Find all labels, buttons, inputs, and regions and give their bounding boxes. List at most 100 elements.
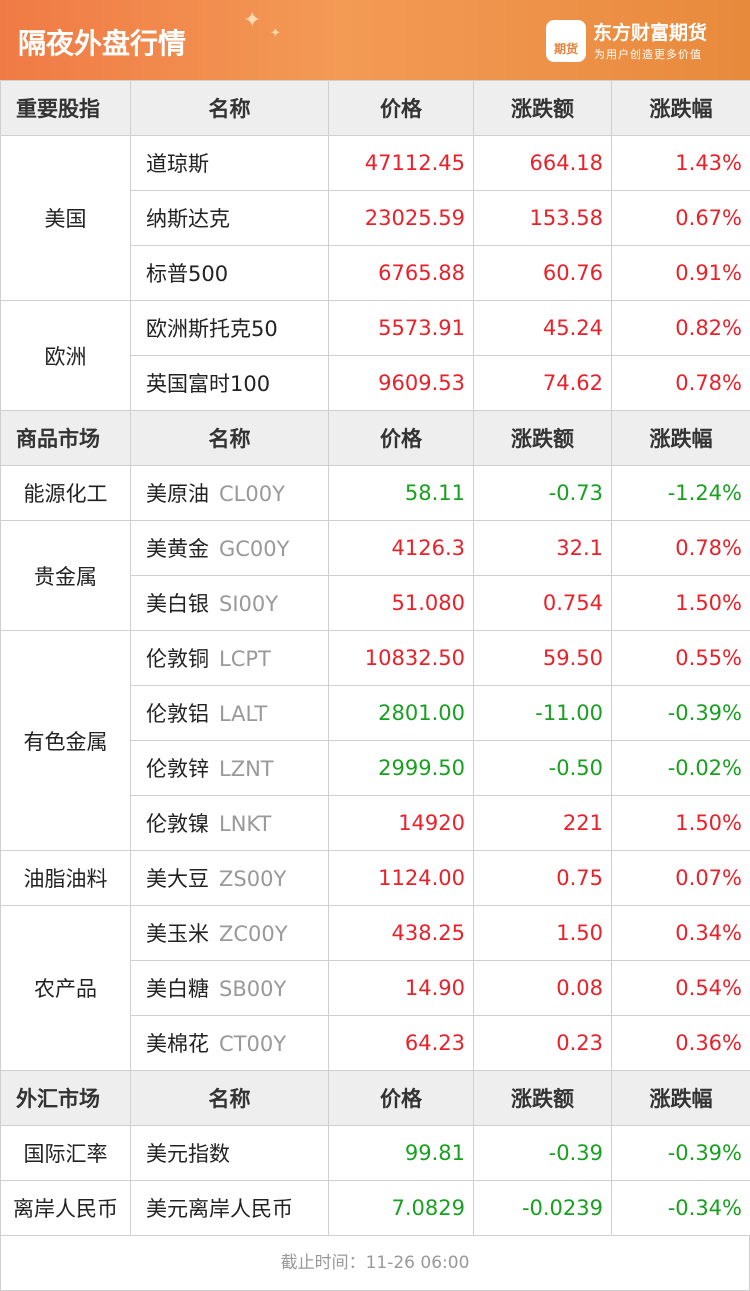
table-row[interactable]: 美国 道琼斯 47112.45 664.18 1.43% xyxy=(0,135,750,301)
instrument-code: ZC00Y xyxy=(219,922,288,946)
instrument-name: 伦敦铜 xyxy=(146,647,209,671)
category-cell: 能源化工 xyxy=(0,465,131,521)
percent-cell: -0.39% xyxy=(611,1125,750,1181)
table-row[interactable]: 伦敦镍 LNKT 14920 221 1.50% xyxy=(1,795,750,851)
name-cell: 美元离岸人民币 xyxy=(130,1180,329,1236)
instrument-name: 伦敦锌 xyxy=(146,757,209,781)
instrument-code: LCPT xyxy=(219,647,271,671)
table-row[interactable]: 贵金属 美黄金 GC00Y 4126.3 32.1 0.78% xyxy=(0,520,750,631)
change-cell: 32.1 xyxy=(473,520,612,576)
name-cell: 美元指数 xyxy=(130,1125,329,1181)
category-cell: 欧洲 xyxy=(0,300,131,411)
percent-cell: 0.36% xyxy=(611,1015,750,1071)
table-row[interactable]: 离岸人民币 美元离岸人民币 7.0829 -0.0239 -0.34% xyxy=(0,1180,750,1236)
section-header-row: 重要股指 名称 价格 涨跌额 涨跌幅 xyxy=(0,80,750,136)
price-cell: 47112.45 xyxy=(328,135,474,191)
instrument-name: 美元指数 xyxy=(146,1142,230,1166)
instrument-name: 伦敦镍 xyxy=(146,812,209,836)
table-row[interactable]: 伦敦锌 LZNT 2999.50 -0.50 -0.02% xyxy=(1,740,750,796)
name-cell: 标普500 xyxy=(130,245,329,301)
col-change: 涨跌额 xyxy=(473,1070,612,1126)
change-cell: 664.18 xyxy=(473,135,612,191)
col-price: 价格 xyxy=(328,80,474,136)
logo-text: 期货 xyxy=(553,42,578,56)
change-cell: -0.50 xyxy=(473,740,612,796)
table-row[interactable]: 美白银 SI00Y 51.080 0.754 1.50% xyxy=(1,575,750,631)
price-cell: 2999.50 xyxy=(328,740,474,796)
percent-cell: 1.50% xyxy=(611,575,750,631)
change-cell: 74.62 xyxy=(473,355,612,411)
table-row[interactable]: 伦敦铝 LALT 2801.00 -11.00 -0.39% xyxy=(1,685,750,741)
brand-name: 东方财富期货 xyxy=(593,22,708,44)
table-row[interactable]: 欧洲 欧洲斯托克50 5573.91 45.24 0.82% xyxy=(0,300,750,411)
category-cell: 美国 xyxy=(0,135,131,301)
table-row[interactable]: 美棉花 CT00Y 64.23 0.23 0.36% xyxy=(1,1015,750,1071)
col-percent: 涨跌幅 xyxy=(611,410,750,466)
instrument-name: 美玉米 xyxy=(146,922,209,946)
instrument-name: 美元离岸人民币 xyxy=(146,1197,293,1221)
table-row[interactable]: 美白糖 SB00Y 14.90 0.08 0.54% xyxy=(1,960,750,1016)
instrument-code: SI00Y xyxy=(219,592,279,616)
instrument-code: CT00Y xyxy=(219,1032,287,1056)
percent-cell: 0.78% xyxy=(611,355,750,411)
name-cell: 伦敦镍 LNKT xyxy=(130,795,329,851)
table-row[interactable]: 国际汇率 美元指数 99.81 -0.39 -0.39% xyxy=(0,1125,750,1181)
category-cell: 离岸人民币 xyxy=(0,1180,131,1236)
instrument-code: GC00Y xyxy=(219,537,290,561)
change-cell: 59.50 xyxy=(473,630,612,686)
name-cell: 欧洲斯托克50 xyxy=(130,300,329,356)
col-price: 价格 xyxy=(328,410,474,466)
section-header-row: 外汇市场 名称 价格 涨跌额 涨跌幅 xyxy=(0,1070,750,1126)
name-cell: 美玉米 ZC00Y xyxy=(130,905,329,961)
change-cell: 0.23 xyxy=(473,1015,612,1071)
change-cell: 45.24 xyxy=(473,300,612,356)
price-cell: 10832.50 xyxy=(328,630,474,686)
change-cell: 60.76 xyxy=(473,245,612,301)
table-row[interactable]: 英国富时100 9609.53 74.62 0.78% xyxy=(1,355,750,411)
col-name: 名称 xyxy=(130,410,329,466)
price-cell: 7.0829 xyxy=(328,1180,474,1236)
instrument-name: 道琼斯 xyxy=(146,152,209,176)
percent-cell: 0.55% xyxy=(611,630,750,686)
instrument-code: ZS00Y xyxy=(219,867,287,891)
instrument-code: SB00Y xyxy=(219,977,287,1001)
price-cell: 2801.00 xyxy=(328,685,474,741)
instrument-name: 美白糖 xyxy=(146,977,209,1001)
price-cell: 58.11 xyxy=(328,465,474,521)
instrument-name: 英国富时100 xyxy=(146,372,271,396)
table-row[interactable]: 标普500 6765.88 60.76 0.91% xyxy=(1,245,750,301)
instrument-code: CL00Y xyxy=(219,482,285,506)
percent-cell: -0.02% xyxy=(611,740,750,796)
brand-logo-icon: 期货 xyxy=(546,20,586,62)
instrument-code: LZNT xyxy=(219,757,274,781)
price-cell: 14920 xyxy=(328,795,474,851)
change-cell: 0.75 xyxy=(473,850,612,906)
category-cell: 有色金属 xyxy=(0,630,131,851)
col-name: 名称 xyxy=(130,80,329,136)
instrument-name: 欧洲斯托克50 xyxy=(146,317,278,341)
section-title: 外汇市场 xyxy=(0,1070,131,1126)
instrument-name: 美原油 xyxy=(146,482,209,506)
category-cell: 国际汇率 xyxy=(0,1125,131,1181)
col-change: 涨跌额 xyxy=(473,80,612,136)
table-row[interactable]: 能源化工 美原油 CL00Y 58.11 -0.73 -1.24% xyxy=(0,465,750,521)
section-header-row: 商品市场 名称 价格 涨跌额 涨跌幅 xyxy=(0,410,750,466)
col-price: 价格 xyxy=(328,1070,474,1126)
price-cell: 1124.00 xyxy=(328,850,474,906)
cutoff-time: 截止时间：11-26 06:00 xyxy=(0,1236,750,1291)
col-percent: 涨跌幅 xyxy=(611,80,750,136)
change-cell: 221 xyxy=(473,795,612,851)
instrument-name: 美白银 xyxy=(146,592,209,616)
percent-cell: 0.54% xyxy=(611,960,750,1016)
name-cell: 美大豆 ZS00Y xyxy=(130,850,329,906)
price-cell: 64.23 xyxy=(328,1015,474,1071)
table-row[interactable]: 油脂油料 美大豆 ZS00Y 1124.00 0.75 0.07% xyxy=(0,850,750,906)
col-name: 名称 xyxy=(130,1070,329,1126)
table-row[interactable]: 农产品 美玉米 ZC00Y 438.25 1.50 0.34% xyxy=(0,905,750,1071)
table-row[interactable]: 有色金属 伦敦铜 LCPT 10832.50 59.50 0.55% xyxy=(0,630,750,851)
percent-cell: 0.07% xyxy=(611,850,750,906)
price-cell: 23025.59 xyxy=(328,190,474,246)
name-cell: 美棉花 CT00Y xyxy=(130,1015,329,1071)
instrument-name: 伦敦铝 xyxy=(146,702,209,726)
price-cell: 51.080 xyxy=(328,575,474,631)
